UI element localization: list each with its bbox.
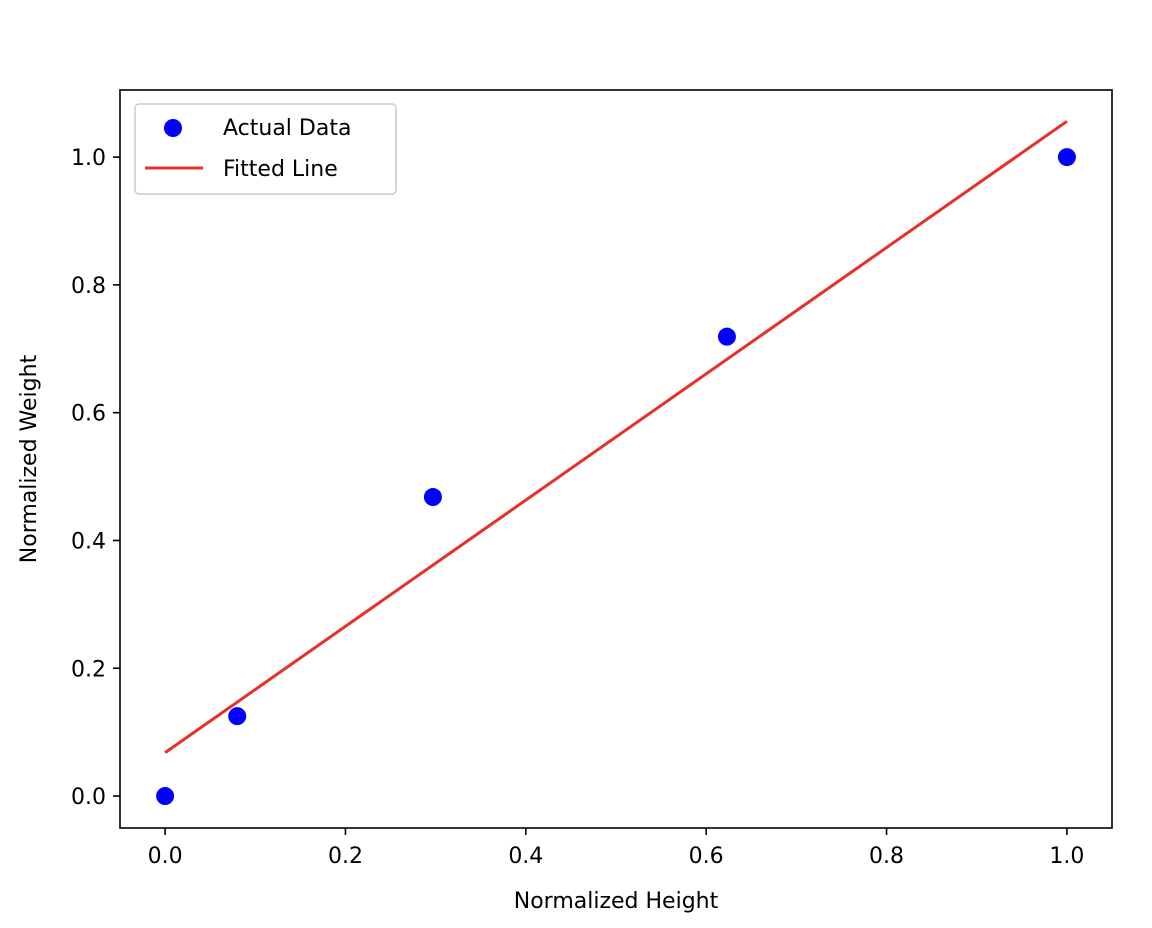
legend-box — [134, 103, 397, 195]
data-marks — [156, 120, 1076, 806]
y-tick-label: 0.4 — [71, 529, 106, 554]
data-point — [156, 787, 175, 806]
legend: Actual Data Fitted Line — [134, 103, 397, 195]
y-axis: 0.0 0.2 0.4 0.6 0.8 1.0 — [71, 146, 120, 810]
data-point — [228, 707, 247, 726]
data-point — [717, 327, 736, 346]
data-point — [423, 488, 442, 507]
x-tick-label: 0.8 — [869, 844, 904, 869]
y-tick-label: 0.2 — [71, 657, 106, 682]
data-point — [1057, 148, 1076, 167]
legend-label-actual-data: Actual Data — [223, 116, 351, 141]
y-tick-label: 0.8 — [71, 274, 106, 299]
x-tick-label: 0.2 — [328, 844, 363, 869]
fitted-line — [164, 120, 1068, 754]
plot-area — [120, 90, 1112, 828]
y-tick-label: 1.0 — [71, 146, 106, 171]
y-axis-label: Normalized Weight — [17, 354, 42, 563]
legend-marker-actual-data — [164, 119, 182, 137]
x-tick-label: 0.6 — [689, 844, 724, 869]
x-axis-label: Normalized Height — [514, 889, 719, 914]
x-tick-label: 1.0 — [1049, 844, 1084, 869]
x-tick-label: 0.4 — [508, 844, 543, 869]
y-tick-label: 0.6 — [71, 402, 106, 427]
x-axis: 0.0 0.2 0.4 0.6 0.8 1.0 — [148, 828, 1084, 869]
legend-label-fitted-line: Fitted Line — [223, 157, 338, 182]
y-tick-label: 0.0 — [71, 785, 106, 810]
plot-frame — [119, 89, 1113, 829]
x-tick-label: 0.0 — [148, 844, 183, 869]
